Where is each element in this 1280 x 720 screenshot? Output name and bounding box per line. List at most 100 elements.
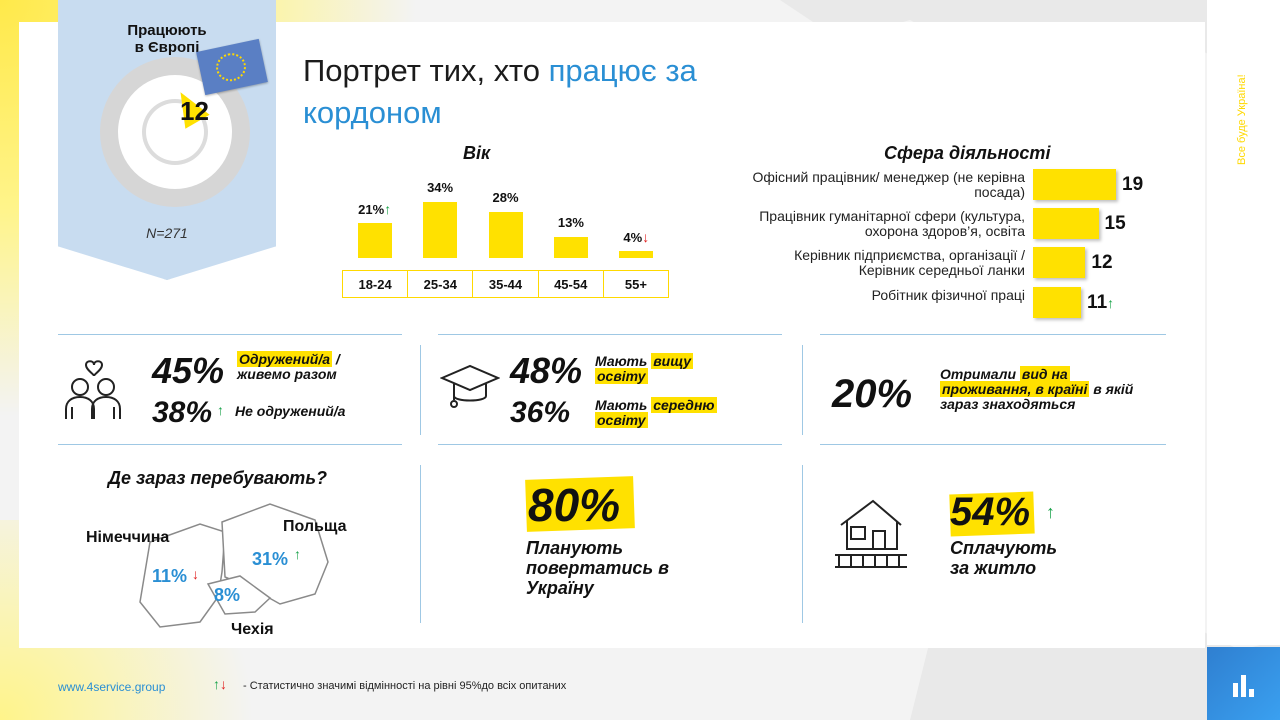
divider [438,334,782,335]
age-bar [423,202,458,258]
slogan: Все буде Україна! [1236,74,1248,165]
divider [438,444,782,445]
sphere-label: Працівник гуманітарної сфери (культура, … [759,208,1025,239]
return-percent: 80% [528,479,621,531]
sphere-bar [1033,287,1082,318]
badge-value: 12 [180,96,209,126]
age-bar-value: 28% [492,189,519,205]
arrow-up-icon: ↑ [1046,502,1055,522]
divider [802,465,803,623]
residence-percent: 20% [832,372,913,416]
country-value-germany: 11% [152,566,188,586]
arrow-down-icon: ↓ [642,229,650,246]
secondary-edu-percent: 36% [510,396,571,429]
higher-edu-percent: 48% [510,350,583,391]
age-bar-value: 34% [427,180,454,195]
sphere-bar [1033,169,1116,200]
single-percent: 38% [152,396,213,429]
residence-label: Отримали вид на проживання, в країні в я… [940,366,1134,412]
age-bar [553,236,588,258]
return-label-1: Планують [526,538,624,558]
title-part2: кордоном [303,95,442,130]
page-title: Портрет тих, хто працює за кордоном [303,50,697,134]
married-label: Одружений/а / живемо разом [237,351,340,382]
housing-percent: 54% [950,490,1031,534]
residence-label-c: проживання, в країні [940,381,1090,397]
age-bar-value: 21%↑ [358,201,392,218]
married-label-main: Одружений/а [237,351,333,367]
arrow-up-icon: ↑ [384,201,392,218]
country-name-poland: Польща [283,518,347,535]
trend-legend-icon: ↑↓ [213,676,227,692]
sphere-bar [1033,247,1086,278]
europe-map [139,503,329,628]
badge-title-line2: в Європі [134,39,200,56]
footer-url[interactable]: www.4service.group [58,680,166,694]
divider [420,345,421,435]
house-icon [835,499,907,568]
residence-label-e: зараз знаходяться [940,396,1076,412]
married-label-sep: / [332,351,340,367]
country-name-germany: Німеччина [86,529,170,546]
arrow-up-icon: ↑ [294,546,301,562]
divider [58,444,402,445]
sphere-heading: Сфера діяльності [884,143,1051,163]
graduation-cap-icon [440,364,500,408]
secondary-edu-label-c: освіту [595,412,648,428]
location-heading: Де зараз перебувають? [108,468,327,488]
secondary-edu-label: Мають середню освіту [595,397,717,428]
married-percent: 45% [152,350,225,391]
higher-edu-label-c: освіту [595,368,648,384]
arrow-up-icon: ↑ [217,402,224,418]
sphere-label: Керівник підприємства, організації / Кер… [794,247,1025,278]
footer-note: - Статистично значимі відмінності на рів… [243,680,567,692]
age-bar [488,211,523,258]
country-value-poland: 31% [252,549,289,569]
age-bar [357,223,392,258]
divider [820,444,1166,445]
country-name-czechia: Чехія [231,621,274,638]
side-strip [1207,0,1280,645]
sphere-value: 11↑ [1087,292,1115,313]
sphere-label: Робітник фізичної праці [871,287,1025,303]
married-label-sub: живемо разом [237,366,337,382]
age-category: 18-24 [343,271,409,297]
residence-label-a: Отримали [940,366,1020,382]
housing-label: Сплачують за житло [950,538,1057,578]
sphere-value: 12 [1091,252,1113,273]
badge-title-line1: Працюють [127,22,207,39]
age-bar-value: 13% [557,214,584,230]
age-category: 25-34 [408,271,474,297]
divider [802,345,803,435]
logo-icon [1233,675,1254,697]
higher-edu-label-a: Мають [595,353,652,369]
sphere-label: Офісний працівник/ менеджер (не керівна … [752,169,1025,200]
czechia-shape [206,575,272,615]
age-bar [619,251,654,258]
secondary-edu-label-a: Мають [595,397,652,413]
arrow-down-icon: ↓ [192,566,199,582]
arrow-up-icon: ↑ [1107,295,1115,311]
age-category: 45-54 [539,271,604,297]
brand-logo [1207,647,1280,720]
divider [820,334,1166,335]
residence-label-d: в якій [1089,381,1134,397]
badge-title: Працюють в Європі [58,22,276,56]
age-heading: Вік [463,143,491,163]
higher-edu-label-b: вищу [651,353,694,369]
title-highlight: працює за [548,53,697,88]
divider [58,334,402,335]
higher-edu-label: Мають вищу освіту [595,353,694,384]
secondary-edu-label-b: середню [651,397,717,413]
age-category: 55+ [624,276,647,292]
divider [420,465,421,623]
return-label: Планують повертатись в Україну [526,538,669,598]
housing-label-2: за житло [950,558,1037,578]
age-bar-value: 4%↓ [623,229,650,246]
residence-label-b: вид на [1019,366,1070,382]
sample-size: N=271 [146,225,188,241]
country-value-czechia: 8% [214,585,241,605]
return-label-3: Україну [526,578,594,598]
title-part1: Портрет тих, хто [303,53,549,88]
housing-label-1: Сплачують [950,538,1058,558]
